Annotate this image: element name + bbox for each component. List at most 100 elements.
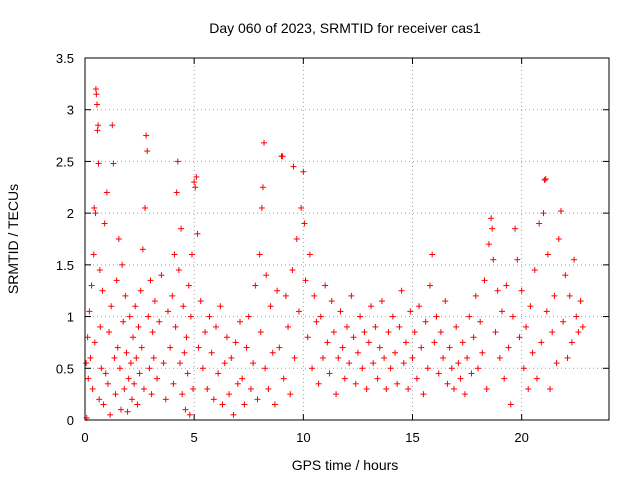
data-point [106, 329, 113, 336]
data-point [311, 292, 318, 299]
data-point [309, 365, 316, 372]
data-point [544, 251, 551, 258]
data-point [108, 303, 115, 310]
data-point [137, 287, 144, 294]
data-point [188, 251, 195, 258]
data-point [84, 334, 91, 341]
data-point [131, 380, 138, 387]
data-point [265, 385, 272, 392]
data-point [226, 391, 233, 398]
y-tick-label: 0 [67, 413, 74, 428]
data-point [100, 401, 107, 408]
data-point [533, 375, 540, 382]
data-point [573, 313, 580, 320]
data-point [179, 391, 186, 398]
data-point [154, 375, 161, 382]
data-point [481, 277, 488, 284]
data-point [121, 385, 128, 392]
x-tick-label: 10 [296, 430, 310, 445]
data-point [181, 349, 188, 356]
data-point [271, 401, 278, 408]
data-point [124, 408, 131, 415]
y-tick-label: 2.5 [56, 154, 74, 169]
data-point [184, 370, 191, 377]
data-point [337, 308, 344, 315]
data-point [363, 385, 370, 392]
data-point [90, 251, 97, 258]
data-point [223, 334, 230, 341]
data-point [250, 360, 257, 367]
data-point [374, 375, 381, 382]
data-point [411, 329, 418, 336]
data-point [562, 272, 569, 279]
data-point [164, 308, 171, 315]
data-point [459, 339, 466, 346]
data-point [118, 406, 125, 413]
data-point [444, 380, 451, 387]
data-point [359, 365, 366, 372]
data-point [409, 354, 416, 361]
data-point [123, 349, 130, 356]
data-point [173, 189, 180, 196]
data-point [541, 177, 548, 184]
data-point [96, 396, 103, 403]
data-point [103, 189, 110, 196]
data-point [195, 344, 202, 351]
data-point [230, 411, 237, 418]
data-point [442, 298, 449, 305]
data-point [92, 210, 99, 217]
data-point [192, 184, 199, 191]
data-point [317, 313, 324, 320]
data-point [322, 282, 329, 289]
data-point [466, 313, 473, 320]
data-point [280, 375, 287, 382]
data-point [489, 225, 496, 232]
data-point [109, 122, 116, 129]
data-point [538, 339, 545, 346]
data-point [149, 329, 156, 336]
data-point [126, 313, 133, 320]
data-point [193, 173, 200, 180]
data-point [568, 339, 575, 346]
data-point [514, 256, 521, 263]
data-point [527, 303, 534, 310]
data-point [509, 313, 516, 320]
data-point [525, 385, 532, 392]
data-point [485, 241, 492, 248]
data-point [420, 391, 427, 398]
data-point [178, 225, 185, 232]
data-point [139, 246, 146, 253]
data-point [461, 391, 468, 398]
data-point [142, 204, 149, 211]
data-point [540, 210, 547, 217]
data-point [279, 153, 286, 160]
axis-ticks: 0 5 10 15 20 0 0.5 1 1.5 2 2.5 3 3.5 [56, 51, 609, 445]
data-point [206, 313, 213, 320]
data-point [333, 391, 340, 398]
data-point [319, 354, 326, 361]
data-point [102, 370, 109, 377]
data-point [287, 391, 294, 398]
data-point [232, 339, 239, 346]
data-point [446, 344, 453, 351]
data-point [433, 313, 440, 320]
data-point [158, 272, 165, 279]
data-point [505, 344, 512, 351]
data-point [381, 354, 388, 361]
data-point [160, 360, 167, 367]
data-point [145, 313, 152, 320]
data-point [93, 91, 100, 98]
data-point [176, 360, 183, 367]
x-tick-label: 15 [405, 430, 419, 445]
data-point [330, 329, 337, 336]
data-point [169, 292, 176, 299]
data-point [252, 282, 259, 289]
data-point [315, 380, 322, 387]
data-point [95, 160, 102, 167]
x-axis-label: GPS time / hours [292, 457, 399, 473]
data-point [94, 127, 101, 134]
data-point [450, 385, 457, 392]
data-point [335, 354, 342, 361]
data-point [518, 287, 525, 294]
y-tick-label: 1 [67, 310, 74, 325]
